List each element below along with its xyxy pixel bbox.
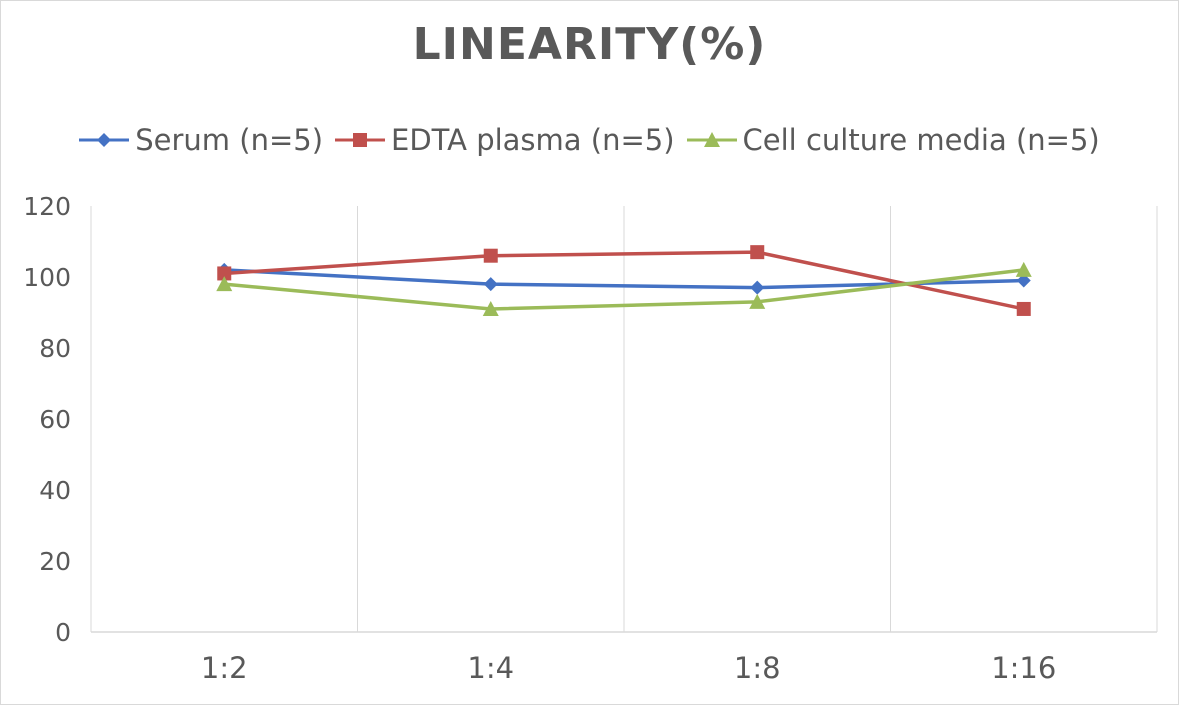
x-tick-label: 1:8	[734, 651, 781, 685]
y-tick-label: 60	[39, 405, 71, 434]
data-point-cell-culture-media-n-5	[1015, 261, 1032, 277]
y-tick-label: 40	[39, 476, 71, 505]
data-point-cell-culture-media-n-5	[216, 276, 233, 292]
x-tick-label: 1:4	[467, 651, 514, 685]
legend-item-cell-culture-media: Cell culture media (n=5)	[686, 123, 1100, 157]
data-point-cell-culture-media-n-5	[749, 293, 766, 309]
data-point-edta-plasma-n-5	[217, 266, 232, 281]
data-point-cell-culture-media-n-5	[482, 300, 499, 316]
y-tick-label: 80	[39, 334, 71, 363]
series-line-serum-n-5	[224, 268, 1024, 290]
y-tick-label: 100	[23, 263, 71, 292]
x-tick-label: 1:2	[201, 651, 248, 685]
x-tick-label: 1:16	[991, 651, 1056, 685]
chart-title: LINEARITY(%)	[412, 19, 767, 70]
legend-item-edta-plasma: EDTA plasma (n=5)	[335, 123, 675, 157]
data-point-serum-n-5	[750, 280, 765, 295]
legend-label-cell-culture-media: Cell culture media (n=5)	[742, 123, 1100, 157]
legend-label-edta-plasma: EDTA plasma (n=5)	[391, 123, 675, 157]
y-tick-label: 120	[23, 192, 71, 221]
series-line-cell-culture-media-n-5	[224, 268, 1024, 311]
data-point-edta-plasma-n-5	[750, 245, 765, 260]
y-tick-label: 20	[39, 547, 71, 576]
legend-swatch-edta-plasma	[335, 133, 386, 147]
legend-swatch-cell-culture-media	[686, 132, 737, 147]
legend: Serum (n=5) EDTA plasma (n=5) Cell cultu…	[1, 123, 1178, 157]
data-point-edta-plasma-n-5	[483, 248, 498, 263]
legend-label-serum: Serum (n=5)	[135, 123, 324, 157]
data-point-edta-plasma-n-5	[1016, 301, 1031, 316]
legend-item-serum: Serum (n=5)	[79, 123, 323, 157]
legend-swatch-serum	[79, 133, 130, 147]
y-tick-label: 0	[55, 618, 71, 647]
data-point-serum-n-5	[1016, 273, 1031, 288]
data-point-serum-n-5	[483, 277, 498, 292]
series-line-edta-plasma-n-5	[224, 250, 1025, 311]
